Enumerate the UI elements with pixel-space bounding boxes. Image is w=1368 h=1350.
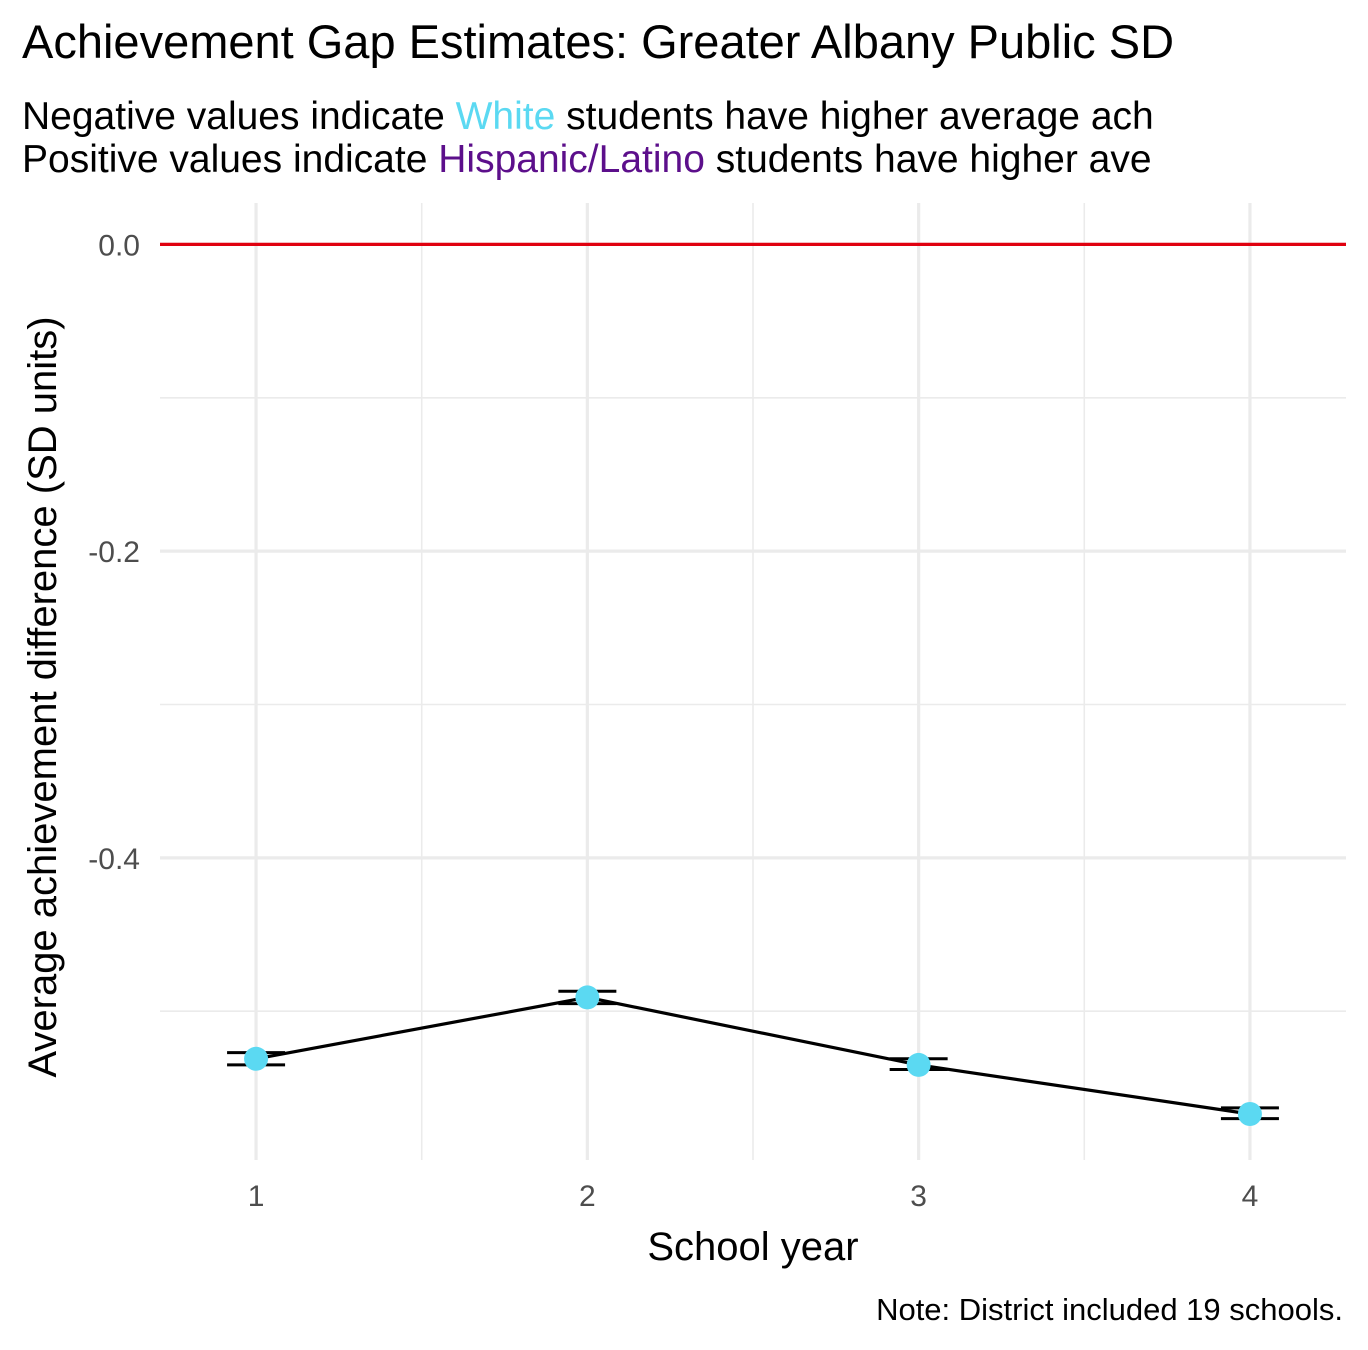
y-tick-labels: 0.0 -0.2 -0.4: [88, 229, 140, 875]
data-points: [244, 985, 1262, 1126]
subtitle-1-group: White: [455, 95, 556, 138]
subtitle-line-1: Negative values indicate White students …: [22, 95, 1154, 139]
series-line-group: [255, 995, 1251, 1116]
subtitle-1-before: Negative values indicate: [22, 95, 456, 138]
x-tick-label: 2: [579, 1180, 596, 1213]
x-axis-title: School year: [647, 1225, 858, 1269]
y-axis-title: Average achievement difference (SD units…: [21, 316, 65, 1077]
chart-title: Achievement Gap Estimates: Greater Alban…: [22, 15, 1175, 68]
y-tick-label: 0.0: [98, 229, 140, 262]
series-line: [255, 995, 1251, 1116]
data-point: [1237, 1101, 1262, 1126]
caption-note: Note: District included 19 schools.: [876, 1292, 1343, 1327]
subtitle-2-group: Hispanic/Latino: [438, 138, 705, 181]
subtitle-1-after: students have higher average ach: [555, 95, 1154, 138]
minor-gridlines: [160, 203, 1346, 1160]
x-tick-label: 3: [910, 1180, 927, 1213]
subtitle-line-2: Positive values indicate Hispanic/Latino…: [22, 138, 1152, 182]
y-tick-label: -0.4: [88, 843, 140, 876]
data-point: [575, 985, 600, 1010]
subtitle-2-before: Positive values indicate: [22, 138, 439, 181]
data-point: [906, 1052, 931, 1077]
y-tick-label: -0.2: [88, 536, 140, 569]
subtitle-2-after: students have higher ave: [704, 138, 1152, 181]
x-tick-label: 1: [248, 1180, 265, 1213]
x-tick-labels: 1 2 3 4: [248, 1180, 1259, 1213]
x-tick-label: 4: [1242, 1180, 1259, 1213]
data-point: [244, 1046, 269, 1071]
